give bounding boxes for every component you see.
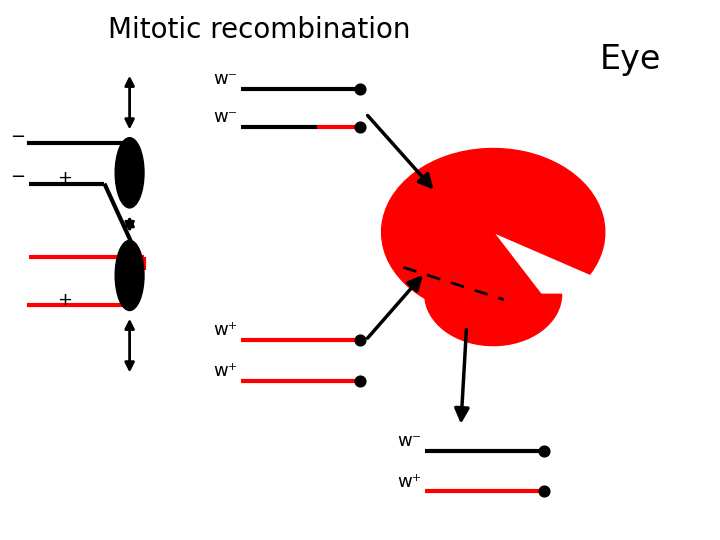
Text: +: + (58, 169, 72, 187)
Text: −: − (10, 168, 26, 186)
Ellipse shape (115, 240, 144, 310)
Text: w⁻: w⁻ (397, 432, 421, 450)
Point (538, 447, 549, 455)
Text: +: + (58, 291, 72, 309)
Point (538, 487, 549, 496)
Point (354, 336, 366, 345)
Text: w⁺: w⁺ (213, 321, 238, 340)
Wedge shape (425, 294, 562, 346)
Point (354, 85, 366, 93)
Text: −: − (10, 127, 26, 146)
Text: w⁻: w⁻ (213, 108, 238, 126)
Wedge shape (382, 148, 605, 316)
Text: Eye: Eye (599, 43, 661, 76)
Point (354, 376, 366, 385)
Text: w⁺: w⁺ (213, 362, 238, 380)
Text: w⁺: w⁺ (397, 472, 421, 491)
Text: w⁻: w⁻ (213, 70, 238, 89)
Text: Mitotic recombination: Mitotic recombination (108, 16, 410, 44)
Point (354, 123, 366, 131)
Ellipse shape (115, 138, 144, 208)
